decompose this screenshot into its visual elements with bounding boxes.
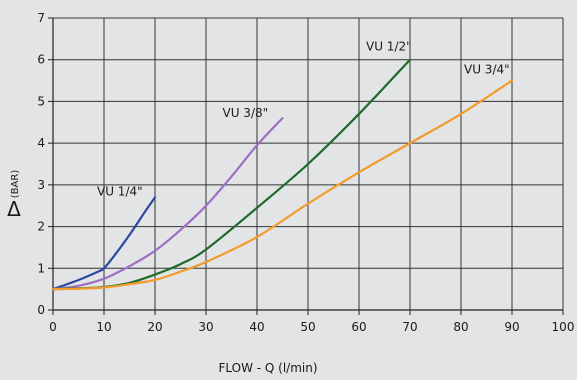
series <box>51 58 514 291</box>
series-line <box>51 117 284 291</box>
y-axis-unit: (BAR) <box>10 170 21 199</box>
y-axis-symbol: Δ <box>7 197 21 221</box>
series-label: VU 1/4" <box>97 184 143 198</box>
y-tick-label: 1 <box>37 261 45 275</box>
series-label: VU 3/4" <box>464 63 510 77</box>
x-tick-label: 60 <box>351 320 366 334</box>
grid <box>53 17 564 310</box>
x-tick-label: 0 <box>49 320 57 334</box>
x-tick-label: 80 <box>453 320 468 334</box>
y-tick-label: 5 <box>37 94 45 108</box>
y-tick-label: 3 <box>37 178 45 192</box>
x-tick-label: 30 <box>198 320 213 334</box>
x-tick-label: 100 <box>552 320 575 334</box>
series-labels: VU 1/4" VU 3/8" VU 1/2" VU 3/4" <box>97 40 510 199</box>
series-line <box>51 196 157 291</box>
y-tick-label: 0 <box>37 303 45 317</box>
y-tick-label: 6 <box>37 53 45 67</box>
x-ticks: 0 10 20 30 40 50 60 70 80 90 100 <box>49 310 574 334</box>
x-tick-label: 20 <box>147 320 162 334</box>
x-axis-title: FLOW - Q (l/min) <box>218 361 317 375</box>
y-tick-label: 4 <box>37 136 45 150</box>
series-label: VU 1/2" <box>366 40 412 54</box>
y-tick-label: 2 <box>37 220 45 234</box>
x-tick-label: 40 <box>249 320 264 334</box>
series-line <box>51 79 514 291</box>
x-tick-label: 90 <box>504 320 519 334</box>
y-ticks: 0 1 2 3 4 5 6 7 <box>37 11 53 317</box>
x-tick-label: 10 <box>96 320 111 334</box>
y-tick-label: 7 <box>37 11 45 25</box>
x-tick-label: 70 <box>402 320 417 334</box>
x-tick-label: 50 <box>300 320 315 334</box>
series-label: VU 3/8" <box>223 106 269 120</box>
